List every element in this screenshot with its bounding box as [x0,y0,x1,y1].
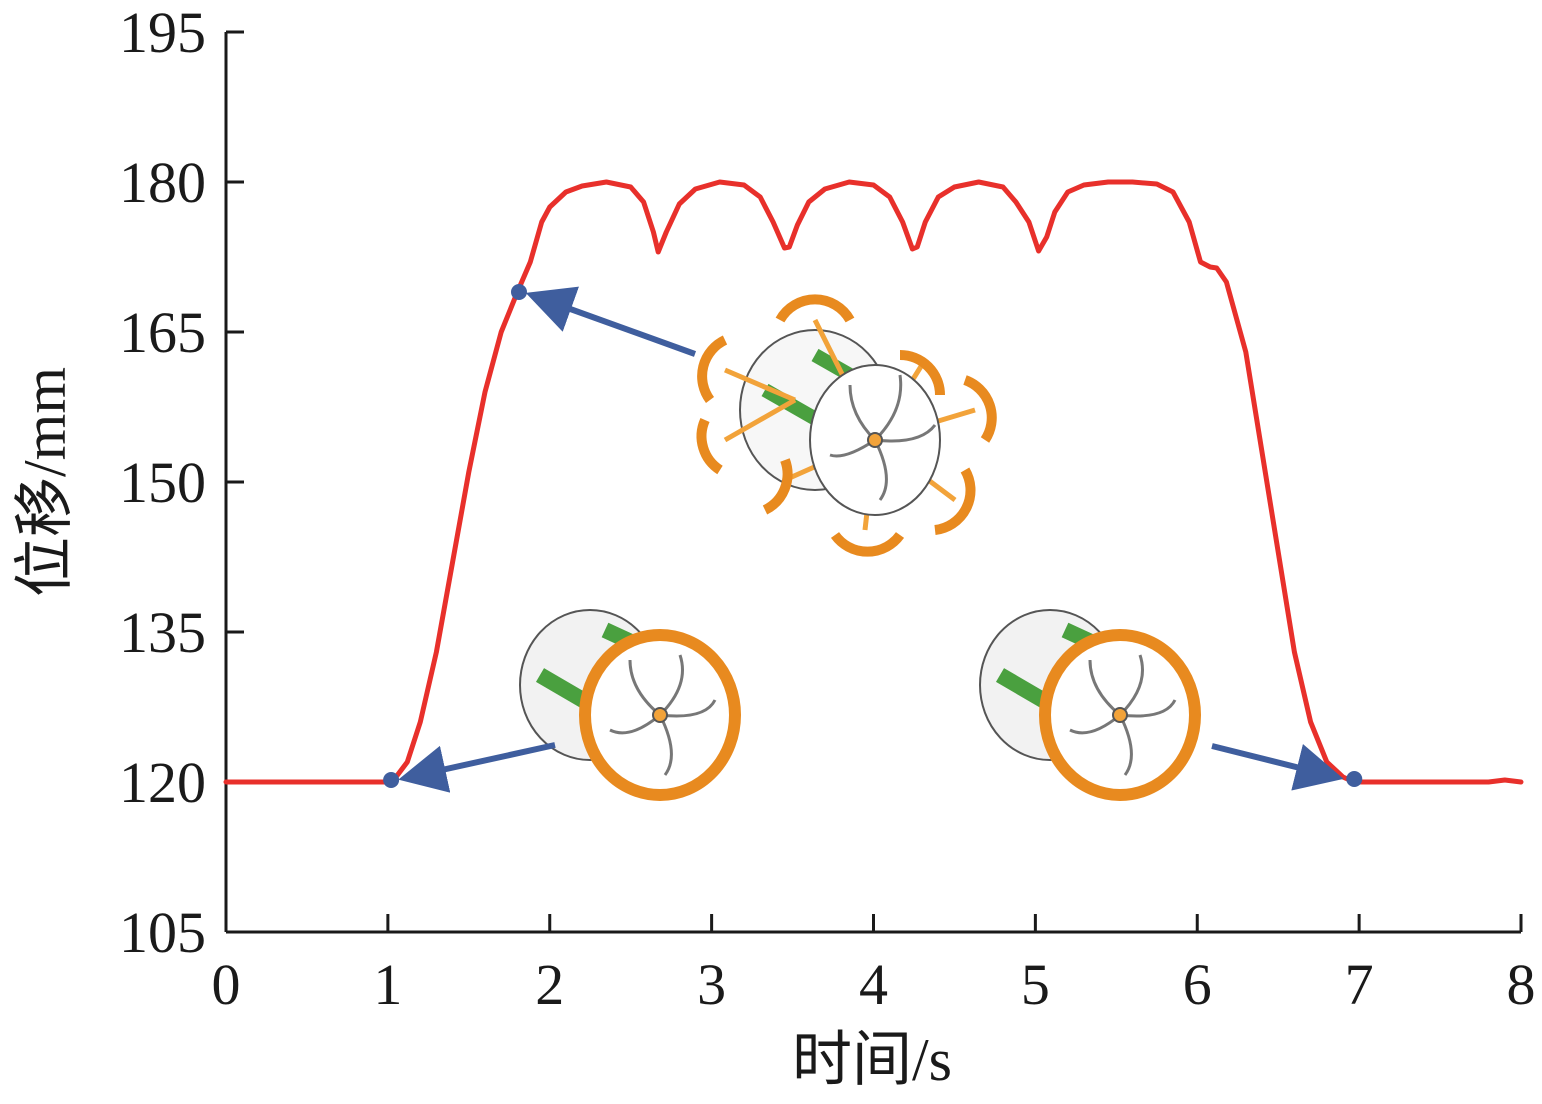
x-tick-label: 5 [1021,952,1050,1017]
x-tick-label: 7 [1345,952,1374,1017]
arrow-to-start-point [398,742,556,793]
data-point-marker [510,284,527,300]
x-tick-label: 8 [1507,952,1536,1017]
y-tick-label: 120 [119,750,206,815]
arrow-to-end-point [1211,743,1344,791]
y-tick-label: 180 [119,150,206,215]
series [223,179,1524,785]
arrow-to-expanded-point [525,286,697,357]
y-tick-label: 195 [119,0,206,65]
y-axis-title: 位移/mm [12,367,78,597]
y-tick-label: 135 [119,600,206,665]
expanded-wheel-illustration [696,294,997,557]
series-line [223,179,1524,785]
x-axis-title: 时间/s [792,1027,952,1093]
x-tick-label: 2 [535,952,564,1017]
ticks: 0 1 2 3 4 5 6 7 8 105 120 135 150 165 180 195 [119,0,1536,1017]
x-tick-label: 1 [373,952,402,1017]
y-tick-label: 150 [119,450,206,515]
x-tick-label: 0 [212,952,241,1017]
x-tick-label: 4 [859,952,888,1017]
x-tick-label: 6 [1183,952,1212,1017]
markers [383,284,1363,788]
folded-wheel-illustration-end [979,609,1201,801]
y-tick-label: 105 [119,900,206,965]
y-tick-label: 165 [119,300,206,365]
folded-wheel-illustration-start [519,609,741,801]
x-tick-label: 3 [697,952,726,1017]
data-point-marker [1346,771,1363,787]
data-point-marker [383,772,400,788]
